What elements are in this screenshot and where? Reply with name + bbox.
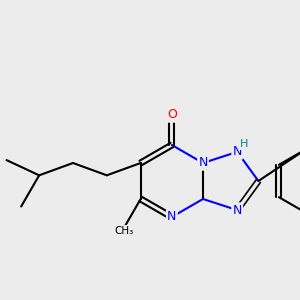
Text: N: N (232, 146, 242, 158)
Text: H: H (240, 139, 248, 149)
Text: N: N (198, 157, 208, 169)
Text: O: O (167, 109, 177, 122)
Text: CH₃: CH₃ (115, 226, 134, 236)
Text: N: N (167, 211, 176, 224)
Text: N: N (232, 204, 242, 217)
